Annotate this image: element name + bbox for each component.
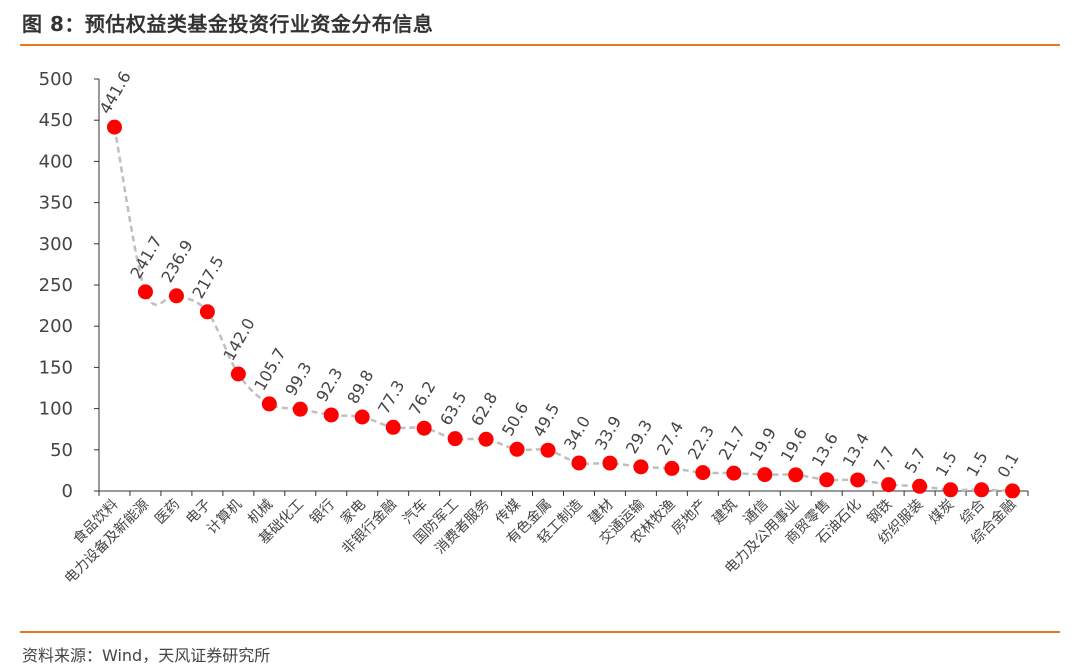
- data-label: 19.6: [777, 424, 811, 464]
- source-note: 资料来源：Wind，天风证券研究所: [22, 646, 271, 665]
- data-label: 62.8: [467, 389, 501, 429]
- y-tick-label: 500: [39, 69, 73, 90]
- data-point: [385, 419, 401, 435]
- data-label: 1.5: [932, 448, 961, 480]
- data-point: [943, 482, 959, 498]
- data-point: [106, 119, 122, 135]
- data-point: [199, 304, 215, 320]
- y-tick-label: 350: [39, 193, 73, 214]
- y-tick-label: 250: [39, 275, 73, 296]
- data-point: [137, 284, 153, 300]
- chart-title: 图 8：预估权益类基金投资行业资金分布信息: [22, 12, 434, 36]
- data-point: [416, 420, 432, 436]
- y-tick-label: 450: [39, 110, 73, 131]
- data-label: 99.3: [281, 359, 315, 399]
- x-tick-label: 房地产: [669, 497, 710, 538]
- data-label: 27.4: [653, 418, 687, 458]
- data-point: [354, 409, 370, 425]
- y-tick-label: 150: [39, 357, 73, 378]
- data-point: [571, 455, 587, 471]
- data-point: [850, 472, 866, 488]
- data-point: [881, 477, 897, 493]
- data-point: [633, 459, 649, 475]
- data-point: [540, 442, 556, 458]
- data-label: 22.3: [684, 422, 718, 462]
- y-tick-label: 300: [39, 234, 73, 255]
- data-label: 92.3: [312, 365, 346, 405]
- footer-divider: [20, 631, 1060, 633]
- data-label: 1.5: [963, 448, 992, 480]
- data-point: [912, 478, 928, 494]
- data-label: 49.5: [529, 400, 563, 440]
- y-tick-label: 400: [39, 151, 73, 172]
- data-label: 50.6: [498, 399, 532, 439]
- data-label: 29.3: [622, 417, 656, 457]
- data-point: [1005, 483, 1021, 499]
- data-label: 217.5: [188, 253, 227, 302]
- data-label: 89.8: [343, 367, 377, 407]
- data-label: 33.9: [591, 413, 625, 453]
- data-point: [509, 441, 525, 457]
- data-label: 7.7: [870, 443, 899, 475]
- data-label: 19.9: [746, 424, 780, 464]
- data-point: [478, 431, 494, 447]
- data-point: [974, 482, 990, 498]
- x-tick-label: 建筑: [710, 497, 741, 528]
- data-label: 142.0: [219, 315, 258, 364]
- data-label: 441.6: [95, 68, 134, 117]
- data-point: [292, 401, 308, 417]
- y-tick-label: 50: [50, 440, 73, 461]
- data-point: [447, 431, 463, 447]
- title-divider: [20, 44, 1060, 46]
- data-point: [602, 455, 618, 471]
- data-label: 5.7: [901, 445, 930, 477]
- data-label: 34.0: [560, 413, 594, 453]
- data-label: 76.2: [405, 378, 439, 418]
- x-tick-label: 医药: [152, 497, 183, 528]
- data-point: [788, 467, 804, 483]
- data-point: [261, 396, 277, 412]
- data-point: [323, 407, 339, 423]
- data-point: [757, 467, 773, 483]
- data-point: [726, 465, 742, 481]
- data-point: [664, 460, 680, 476]
- data-label: 0.1: [994, 449, 1023, 481]
- data-label: 13.6: [808, 429, 842, 469]
- y-tick-label: 200: [39, 316, 73, 337]
- data-point: [819, 472, 835, 488]
- data-label: 77.3: [374, 377, 408, 417]
- data-label: 13.4: [839, 430, 873, 470]
- data-point: [168, 288, 184, 304]
- data-label: 63.5: [436, 388, 470, 428]
- x-tick-label: 银行: [307, 497, 338, 528]
- x-tick-label: 计算机: [204, 497, 245, 538]
- data-label: 21.7: [715, 423, 749, 463]
- data-point: [695, 465, 711, 481]
- x-tick-label: 煤炭: [926, 497, 957, 528]
- y-tick-label: 0: [62, 481, 73, 502]
- y-tick-label: 100: [39, 399, 73, 420]
- data-point: [230, 366, 246, 382]
